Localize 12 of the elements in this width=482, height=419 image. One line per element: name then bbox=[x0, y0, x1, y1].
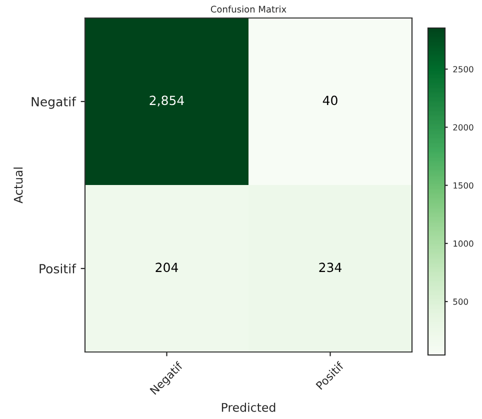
color-bar-label: 1000 bbox=[454, 240, 474, 247]
data-label: 2,854 bbox=[150, 96, 184, 106]
chart-title: Confusion Matrix bbox=[210, 6, 286, 13]
color-bar-label: 2500 bbox=[453, 66, 474, 72]
data-label: 40 bbox=[322, 96, 338, 106]
color-bar-label: 1500 bbox=[454, 182, 474, 189]
data-label: 234 bbox=[319, 262, 342, 272]
x-axis-title: Predicted bbox=[222, 402, 276, 412]
color-bar-label: 2000 bbox=[453, 124, 474, 131]
y-axis-title: Actual bbox=[14, 168, 23, 204]
color-bar-label: 500 bbox=[453, 298, 468, 305]
data-label: 204 bbox=[156, 262, 178, 272]
